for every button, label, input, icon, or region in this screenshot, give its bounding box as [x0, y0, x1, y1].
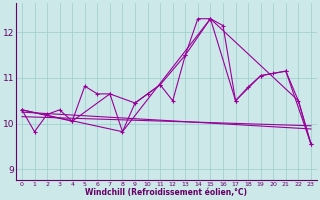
X-axis label: Windchill (Refroidissement éolien,°C): Windchill (Refroidissement éolien,°C)	[85, 188, 247, 197]
